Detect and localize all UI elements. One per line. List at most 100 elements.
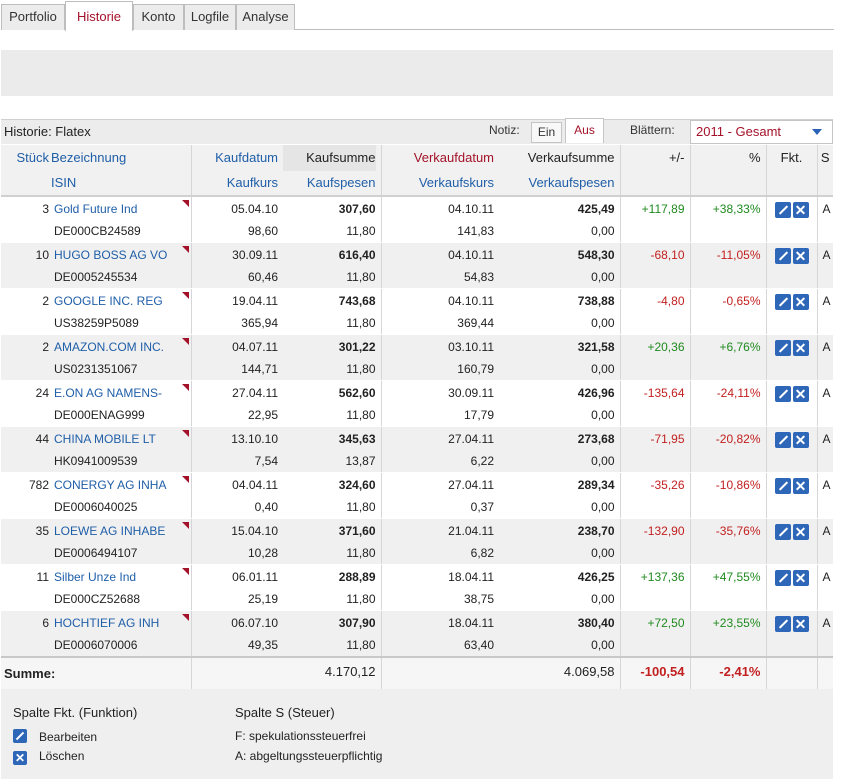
edit-icon[interactable] bbox=[774, 248, 791, 264]
row-sell-fee: 0,00 bbox=[591, 408, 615, 422]
delete-icon[interactable]: ✕ bbox=[792, 478, 809, 494]
col-bezeichnung[interactable]: Bezeichnung ISIN bbox=[51, 145, 191, 197]
col-kaufspesen-label[interactable]: Kaufspesen bbox=[306, 175, 376, 190]
row-tax: A bbox=[822, 570, 831, 584]
delete-icon[interactable]: ✕ bbox=[792, 386, 809, 402]
row-tax: A bbox=[822, 524, 831, 538]
row-isin: DE0006494107 bbox=[54, 546, 138, 560]
notiz-ein-button[interactable]: Ein bbox=[531, 122, 562, 143]
row-sell-date: 04.10.11 bbox=[448, 294, 494, 308]
row-sell-sum: 273,68 bbox=[577, 432, 615, 446]
row-pl: +20,36 bbox=[647, 340, 685, 354]
note-flag-icon[interactable] bbox=[181, 476, 189, 483]
edit-icon[interactable] bbox=[774, 202, 791, 218]
tab-analyse[interactable]: Analyse bbox=[236, 4, 295, 30]
row-name-link[interactable]: Gold Future Ind bbox=[54, 202, 138, 216]
note-flag-icon[interactable] bbox=[181, 614, 189, 621]
col-verkaufskurs-label[interactable]: Verkaufskurs bbox=[418, 175, 494, 190]
row-sell-price: 54,83 bbox=[463, 270, 494, 284]
history-table: Stück Bezeichnung ISIN Kaufdatum Kaufkur… bbox=[1, 145, 833, 707]
row-buy-date: 05.04.10 bbox=[231, 202, 278, 216]
note-flag-icon[interactable] bbox=[181, 292, 189, 299]
row-sell-date: 30.09.11 bbox=[448, 386, 494, 400]
row-sell-date: 18.04.11 bbox=[448, 616, 494, 630]
note-flag-icon[interactable] bbox=[181, 200, 189, 207]
row-pl: -135,64 bbox=[643, 386, 685, 400]
delete-icon[interactable]: ✕ bbox=[792, 294, 809, 310]
col-kaufdatum-label[interactable]: Kaufdatum bbox=[215, 150, 278, 165]
row-name-link[interactable]: Silber Unze Ind bbox=[54, 570, 137, 584]
legend-delete-item: ✕ Löschen bbox=[13, 749, 84, 765]
tab-konto[interactable]: Konto bbox=[133, 4, 184, 30]
note-flag-icon[interactable] bbox=[181, 568, 189, 575]
col-kaufkurs-label[interactable]: Kaufkurs bbox=[226, 175, 278, 190]
note-flag-icon[interactable] bbox=[181, 522, 189, 529]
edit-icon[interactable] bbox=[774, 524, 791, 540]
edit-icon[interactable] bbox=[774, 570, 791, 586]
legend-a-text: A: abgeltungssteuerpflichtig bbox=[235, 749, 383, 763]
col-plusminus[interactable]: +/- bbox=[619, 145, 690, 197]
col-prozent[interactable]: % bbox=[689, 145, 766, 197]
row-name-link[interactable]: HOCHTIEF AG INH bbox=[54, 616, 160, 630]
col-prozent-label[interactable]: % bbox=[748, 150, 761, 165]
note-flag-icon[interactable] bbox=[181, 430, 189, 437]
row-buy-fee: 11,80 bbox=[346, 408, 376, 422]
col-verkaufsumme-label[interactable]: Verkaufsumme bbox=[527, 150, 615, 165]
tab-logfile[interactable]: Logfile bbox=[184, 4, 236, 30]
row-buy-date: 06.07.10 bbox=[231, 616, 278, 630]
row-sell-sum: 238,70 bbox=[577, 524, 615, 538]
delete-icon[interactable]: ✕ bbox=[792, 248, 809, 264]
legend-f-text: F: spekulationssteuerfrei bbox=[235, 729, 366, 743]
col-verkaufdatum[interactable]: Verkaufdatum Verkaufskurs bbox=[380, 145, 499, 197]
row-pl: -71,95 bbox=[650, 432, 685, 446]
col-verkaufspesen-label[interactable]: Verkaufspesen bbox=[528, 175, 615, 190]
edit-icon[interactable] bbox=[774, 432, 791, 448]
period-select[interactable]: 2011 - Gesamt bbox=[690, 120, 833, 144]
delete-icon[interactable]: ✕ bbox=[792, 202, 809, 218]
tab-historie[interactable]: Historie bbox=[65, 1, 133, 31]
row-name-link[interactable]: HUGO BOSS AG VO bbox=[54, 248, 168, 262]
row-pl: -35,26 bbox=[650, 478, 685, 492]
row-buy-sum: 307,90 bbox=[338, 616, 376, 630]
delete-icon[interactable]: ✕ bbox=[792, 432, 809, 448]
row-buy-price: 7,54 bbox=[254, 454, 278, 468]
row-buy-price: 25,19 bbox=[247, 592, 278, 606]
col-s: S bbox=[816, 145, 833, 197]
row-buy-date: 13.10.10 bbox=[231, 432, 278, 446]
edit-icon[interactable] bbox=[774, 294, 791, 310]
col-isin-label[interactable]: ISIN bbox=[51, 175, 77, 190]
delete-icon[interactable]: ✕ bbox=[792, 570, 809, 586]
delete-icon[interactable]: ✕ bbox=[792, 524, 809, 540]
tab-portfolio[interactable]: Portfolio bbox=[1, 4, 65, 30]
row-isin: US38259P5089 bbox=[54, 316, 139, 330]
row-name-link[interactable]: GOOGLE INC. REG bbox=[54, 294, 163, 308]
note-flag-icon[interactable] bbox=[181, 246, 189, 253]
row-name-link[interactable]: CONERGY AG INHA bbox=[54, 478, 167, 492]
delete-icon[interactable]: ✕ bbox=[792, 340, 809, 356]
col-verkaufsumme[interactable]: Verkaufsumme Verkaufspesen bbox=[499, 145, 620, 197]
edit-icon[interactable] bbox=[774, 478, 791, 494]
chevron-down-icon bbox=[812, 129, 822, 135]
row-name-link[interactable]: LOEWE AG INHABE bbox=[54, 524, 166, 538]
col-bezeichnung-label[interactable]: Bezeichnung bbox=[51, 150, 127, 165]
col-plusminus-label[interactable]: +/- bbox=[668, 150, 685, 165]
edit-icon[interactable] bbox=[774, 340, 791, 356]
row-name-link[interactable]: E.ON AG NAMENS- bbox=[54, 386, 163, 400]
notiz-aus-button[interactable]: Aus bbox=[565, 118, 604, 143]
row-buy-date: 15.04.10 bbox=[231, 524, 278, 538]
edit-icon[interactable] bbox=[774, 386, 791, 402]
row-buy-price: 10,28 bbox=[247, 546, 278, 560]
note-flag-icon[interactable] bbox=[181, 338, 189, 345]
col-kaufdatum[interactable]: Kaufdatum Kaufkurs bbox=[190, 145, 283, 197]
col-verkaufdatum-label[interactable]: Verkaufdatum bbox=[413, 150, 494, 165]
col-stueck[interactable]: Stück bbox=[1, 145, 51, 197]
row-sell-sum: 380,40 bbox=[577, 616, 615, 630]
row-name-link[interactable]: CHINA MOBILE LT bbox=[54, 432, 156, 446]
col-kaufsumme-label[interactable]: Kaufsumme bbox=[283, 145, 376, 171]
col-kaufsumme[interactable]: Kaufsumme Kaufspesen bbox=[283, 145, 381, 197]
col-stueck-label[interactable]: Stück bbox=[16, 150, 49, 165]
note-flag-icon[interactable] bbox=[181, 384, 189, 391]
edit-icon[interactable] bbox=[774, 616, 791, 632]
delete-icon[interactable]: ✕ bbox=[792, 616, 809, 632]
row-name-link[interactable]: AMAZON.COM INC. bbox=[54, 340, 164, 354]
